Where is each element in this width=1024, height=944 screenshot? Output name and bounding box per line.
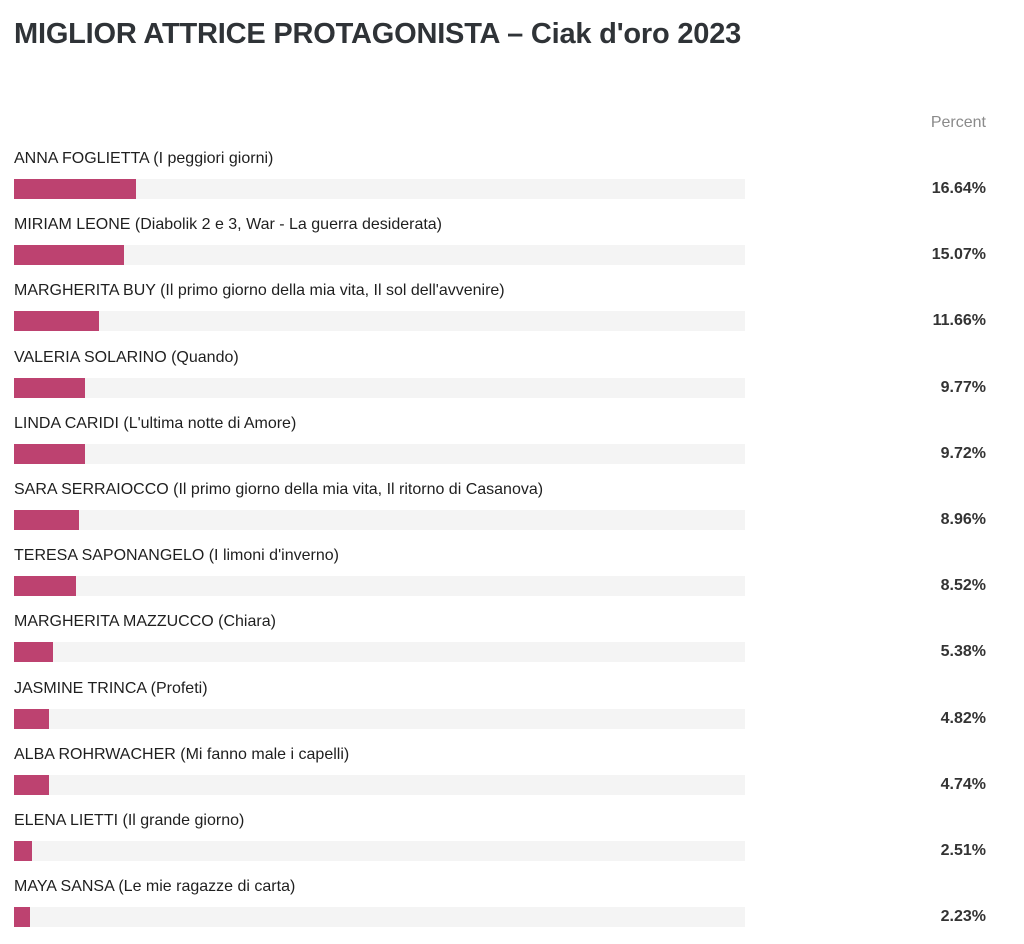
bar-row: SARA SERRAIOCCO (Il primo giorno della m… bbox=[0, 481, 1024, 547]
bar-track bbox=[14, 642, 745, 663]
bar bbox=[14, 708, 50, 729]
bar-label: MIRIAM LEONE (Diabolik 2 e 3, War - La g… bbox=[14, 216, 443, 234]
bar-track bbox=[14, 509, 745, 530]
chart-title: MIGLIOR ATTRICE PROTAGONISTA – Ciak d'or… bbox=[14, 18, 742, 50]
bar-label: SARA SERRAIOCCO (Il primo giorno della m… bbox=[14, 480, 544, 498]
bar-label: JASMINE TRINCA (Profeti) bbox=[14, 679, 208, 697]
bar-label: MAYA SANSA (Le mie ragazze di carta) bbox=[14, 878, 296, 896]
bar-value-label: 2.23% bbox=[940, 908, 986, 926]
bar-track bbox=[14, 443, 745, 464]
bar-row: MAYA SANSA (Le mie ragazze di carta) 2.23… bbox=[0, 878, 1024, 944]
bar-value-label: 11.66% bbox=[932, 312, 986, 330]
bar-value-label: 16.64% bbox=[931, 180, 986, 197]
bar-track bbox=[14, 840, 745, 861]
bar-row: ALBA ROHRWACHER (Mi fanno male i capelli… bbox=[0, 746, 1024, 812]
bar bbox=[14, 443, 86, 464]
bar-value-label: 9.72% bbox=[940, 444, 986, 462]
bar-row: ANNA FOGLIETTA (I peggiori giorni) 16.64% bbox=[0, 150, 1024, 216]
bar-track bbox=[14, 708, 745, 729]
bar-track bbox=[14, 311, 745, 332]
bar-track bbox=[14, 245, 745, 266]
bar-value-label: 8.96% bbox=[940, 510, 986, 528]
bar-label: ANNA FOGLIETTA (I peggiori giorni) bbox=[14, 150, 274, 167]
bar bbox=[14, 907, 31, 928]
bar-label: TERESA SAPONANGELO (I limoni d'inverno) bbox=[14, 547, 339, 565]
bar-label: LINDA CARIDI (L'ultima notte di Amore) bbox=[14, 414, 297, 432]
bar-row: VALERIA SOLARINO (Quando) 9.77% bbox=[0, 349, 1024, 415]
bar-value-label: 5.38% bbox=[940, 643, 986, 661]
bar-value-label: 8.52% bbox=[940, 577, 986, 595]
bar bbox=[14, 840, 33, 861]
bar bbox=[14, 245, 125, 266]
bar-row: MARGHERITA BUY (Il primo giorno della mi… bbox=[0, 282, 1024, 348]
bar bbox=[14, 774, 49, 795]
bar-label: MARGHERITA MAZZUCCO (Chiara) bbox=[14, 613, 276, 631]
bar-value-label: 4.74% bbox=[940, 775, 986, 793]
bar-row: TERESA SAPONANGELO (I limoni d'inverno) 8… bbox=[0, 547, 1024, 613]
bar bbox=[14, 377, 86, 398]
bar bbox=[14, 509, 80, 530]
bar-label: ALBA ROHRWACHER (Mi fanno male i capelli… bbox=[14, 745, 350, 763]
bar-label: MARGHERITA BUY (Il primo giorno della mi… bbox=[14, 282, 505, 300]
bar-value-label: 15.07% bbox=[931, 246, 986, 264]
bar-row: LINDA CARIDI (L'ultima notte di Amore) 9.… bbox=[0, 415, 1024, 481]
bar-value-label: 4.82% bbox=[940, 709, 986, 727]
bar bbox=[14, 576, 77, 597]
bar-track bbox=[14, 179, 745, 199]
bar bbox=[14, 642, 54, 663]
bar bbox=[14, 179, 136, 199]
bar-row: MIRIAM LEONE (Diabolik 2 e 3, War - La g… bbox=[0, 216, 1024, 282]
percent-column-header: Percent bbox=[930, 114, 986, 131]
bar-list: ANNA FOGLIETTA (I peggiori giorni) 16.64%… bbox=[0, 150, 1024, 944]
bar-label: VALERIA SOLARINO (Quando) bbox=[14, 348, 239, 366]
bar-row: MARGHERITA MAZZUCCO (Chiara) 5.38% bbox=[0, 613, 1024, 679]
bar-row: ELENA LIETTI (Il grande giorno) 2.51% bbox=[0, 812, 1024, 878]
bar-track bbox=[14, 774, 745, 795]
bar-track bbox=[14, 576, 745, 597]
bar-track bbox=[14, 377, 745, 398]
bar-value-label: 2.51% bbox=[940, 841, 986, 859]
bar-value-label: 9.77% bbox=[940, 378, 986, 396]
bar-row: JASMINE TRINCA (Profeti) 4.82% bbox=[0, 680, 1024, 746]
bar-label: ELENA LIETTI (Il grande giorno) bbox=[14, 811, 245, 829]
bar bbox=[14, 311, 100, 332]
bar-track bbox=[14, 907, 745, 928]
